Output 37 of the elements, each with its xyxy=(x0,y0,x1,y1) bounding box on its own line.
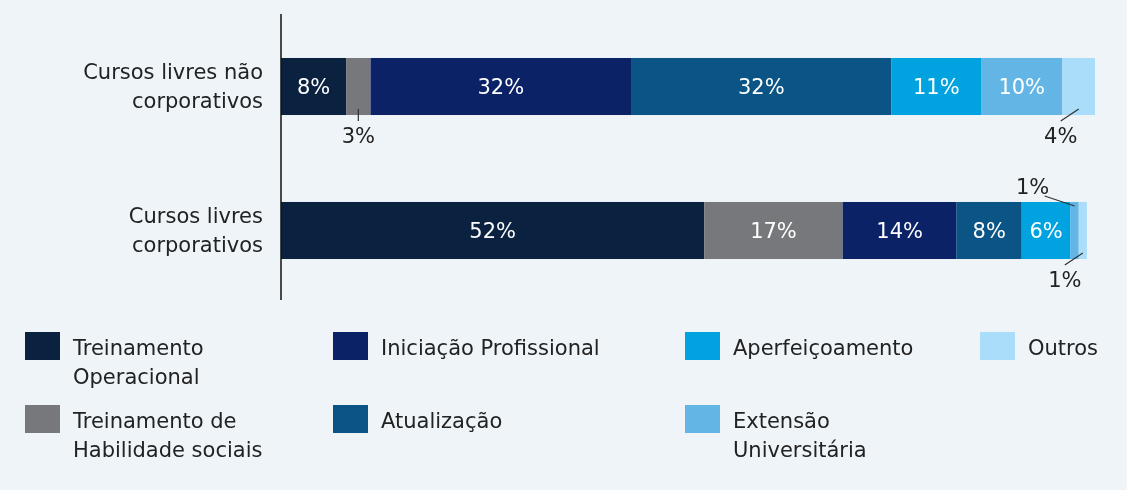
legend-label: Treinamento Operacional xyxy=(72,336,204,389)
bar xyxy=(842,201,957,260)
bar xyxy=(370,57,632,116)
bar xyxy=(1062,57,1095,116)
y-tick-label: Cursos livres corporativos xyxy=(128,204,263,257)
data-label: 17% xyxy=(750,218,797,243)
bar xyxy=(981,57,1063,116)
bar xyxy=(1078,201,1087,260)
y-tick-label: Cursos livres não corporativos xyxy=(83,60,263,113)
data-label: 10% xyxy=(998,74,1046,99)
legend-label: Atualização xyxy=(381,409,503,433)
bar xyxy=(1070,201,1079,260)
data-label: 8% xyxy=(296,74,331,99)
data-label: 4% xyxy=(1044,124,1078,149)
data-label: 6% xyxy=(1029,218,1063,243)
data-label: 32% xyxy=(737,74,785,99)
data-label: 8% xyxy=(972,218,1006,243)
legend-label: Iniciação Profissional xyxy=(381,336,600,360)
data-label: 11% xyxy=(912,74,960,99)
bar xyxy=(956,201,1022,260)
bar xyxy=(281,57,347,116)
data-label: 1% xyxy=(1015,174,1050,199)
data-label: 32% xyxy=(477,74,525,99)
data-label: 3% xyxy=(341,124,375,149)
bar xyxy=(704,201,843,260)
bar xyxy=(631,57,892,116)
data-label: 1% xyxy=(1048,268,1082,293)
legend-label: Extensão Universitária xyxy=(733,409,867,462)
legend-label: Outros xyxy=(1028,336,1099,360)
data-label: 14% xyxy=(876,218,923,243)
bar xyxy=(346,57,371,116)
data-label: 52% xyxy=(469,218,516,243)
legend-label: Aperfeiçoamento xyxy=(733,336,914,360)
bar xyxy=(281,201,705,260)
legend-label: Treinamento de Habilidade sociais xyxy=(72,409,263,462)
bar xyxy=(891,57,982,116)
bar xyxy=(1021,201,1071,260)
